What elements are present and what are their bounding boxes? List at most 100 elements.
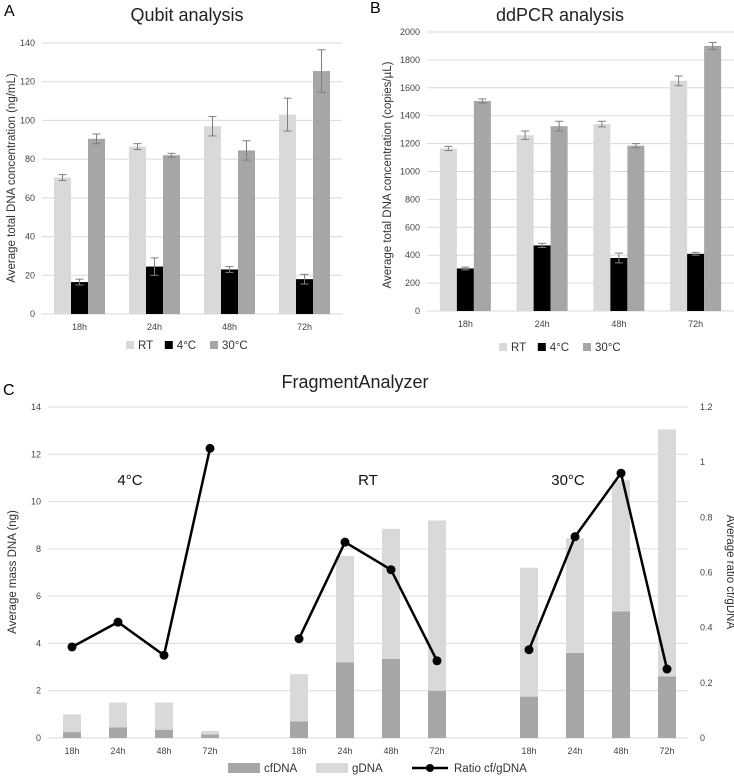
b-x-tick-label: 24h	[535, 319, 550, 329]
b-y-tick-label: 1000	[400, 167, 420, 177]
b-x-tick-label: 72h	[688, 319, 703, 329]
a-y-tick-label: 60	[25, 193, 35, 203]
b-y-tick-label: 200	[405, 278, 420, 288]
c-bar-gdna-RT-72h	[428, 520, 446, 691]
c-y-tick-label: 2	[36, 686, 41, 696]
a-bar-warm-48h	[238, 150, 255, 314]
c-bar-cfdna-30°C-72h	[658, 676, 676, 738]
c-y-tick-label: 14	[31, 402, 41, 412]
c-x-tick-label: 48h	[383, 746, 398, 756]
panel-c-fragmentanalyzer-chart: C FragmentAnalyzer Average mass DNA (ng)…	[3, 372, 734, 775]
b-x-tick-label: 48h	[611, 319, 626, 329]
c-bar-cfdna-RT-18h	[290, 721, 308, 738]
b-y-tick-label: 400	[405, 250, 420, 260]
c-group-label-RT: RT	[358, 472, 378, 489]
c-ratio-point-4°C	[67, 642, 77, 652]
b-legend-label-cold: 4°C	[550, 342, 569, 354]
c-y-tick-label: 6	[36, 591, 41, 601]
c-ratio-line-4°C	[71, 448, 212, 658]
b-bar-rt-48h	[593, 124, 611, 311]
c-x-tick-label: 72h	[202, 746, 217, 756]
panel-b-y-axis-label: Average total DNA concentration (copies/…	[382, 61, 394, 288]
b-y-tick-label: 0	[415, 306, 420, 316]
c-bar-cfdna-30°C-48h	[612, 611, 630, 738]
b-y-tick-label: 1200	[400, 139, 420, 149]
b-bar-cold-18h	[456, 268, 474, 311]
b-bar-warm-18h	[473, 101, 491, 312]
c-ratio-point-RT	[294, 634, 304, 644]
a-y-tick-label: 140	[20, 38, 35, 48]
c-bar-gdna-RT-18h	[290, 674, 308, 722]
c-y2-tick-label: 0.2	[700, 678, 713, 688]
c-bar-cfdna-30°C-24h	[566, 652, 584, 738]
c-group-label-30°C: 30°C	[551, 472, 585, 489]
c-y2-tick-label: 0.6	[700, 568, 713, 578]
b-bar-rt-72h	[670, 80, 688, 311]
a-bar-rt-48h	[204, 126, 221, 314]
c-ratio-point-4°C	[159, 650, 169, 660]
c-y2-tick-label: 1	[700, 457, 705, 467]
a-y-tick-label: 100	[20, 115, 35, 125]
c-bar-cfdna-RT-48h	[382, 658, 400, 738]
c-x-tick-label: 18h	[521, 746, 536, 756]
a-legend-swatch-warm	[210, 341, 218, 349]
c-legend-label-gdna: gDNA	[352, 763, 383, 775]
panel-a-y-axis-label: Average total DNA concentration (ng/mL)	[6, 73, 18, 283]
a-x-tick-label: 72h	[297, 322, 312, 332]
a-bar-cold-24h	[146, 266, 163, 314]
c-legend-label-ratio: Ratio cf/gDNA	[454, 763, 527, 775]
c-ratio-point-RT	[386, 565, 396, 575]
c-bar-cfdna-4°C-48h	[155, 729, 173, 738]
c-y2-tick-label: 0.4	[700, 623, 713, 633]
b-y-tick-label: 800	[405, 194, 420, 204]
a-bar-cold-18h	[71, 282, 88, 314]
b-bar-warm-24h	[550, 126, 568, 311]
c-bar-gdna-RT-24h	[336, 555, 354, 663]
b-legend-label-rt: RT	[511, 342, 526, 354]
c-x-tick-label: 24h	[567, 746, 582, 756]
c-y-tick-label: 8	[36, 544, 41, 554]
panel-b-title: ddPCR analysis	[496, 5, 624, 25]
panel-c-y2-axis-label: Average ratio cf/gDNA	[724, 515, 734, 630]
a-x-tick-label: 18h	[72, 322, 87, 332]
c-x-tick-label: 24h	[110, 746, 125, 756]
c-bar-gdna-30°C-48h	[612, 480, 630, 612]
b-legend-label-warm: 30°C	[595, 342, 621, 354]
c-ratio-line-RT	[297, 540, 439, 662]
b-y-tick-label: 2000	[400, 27, 420, 37]
a-y-tick-label: 0	[30, 309, 35, 319]
c-bar-gdna-RT-48h	[382, 528, 400, 659]
c-bar-cfdna-RT-72h	[428, 690, 446, 738]
b-y-tick-label: 600	[405, 222, 420, 232]
c-x-tick-label: 48h	[156, 746, 171, 756]
b-bar-warm-48h	[627, 145, 645, 311]
c-ratio-line-30°C	[527, 470, 669, 670]
c-ratio-point-RT	[432, 656, 442, 666]
a-x-tick-label: 24h	[147, 322, 162, 332]
c-bar-cfdna-4°C-18h	[63, 732, 81, 738]
panel-c-letter: C	[3, 382, 15, 399]
c-group-label-4°C: 4°C	[117, 472, 142, 489]
c-bar-gdna-4°C-72h	[201, 730, 219, 735]
a-y-tick-label: 80	[25, 154, 35, 164]
panel-a-letter: A	[4, 3, 15, 20]
c-ratio-point-4°C	[113, 617, 123, 627]
c-x-tick-label: 18h	[64, 746, 79, 756]
a-bar-rt-72h	[279, 114, 296, 314]
c-ratio-point-4°C	[205, 443, 215, 453]
panel-a-title: Qubit analysis	[130, 5, 243, 25]
b-legend-swatch-cold	[537, 343, 546, 351]
a-y-tick-label: 120	[20, 77, 35, 87]
c-ratio-point-30°C	[616, 468, 626, 478]
a-legend-label-cold: 4°C	[177, 340, 196, 352]
c-legend-label-cfdna: cfDNA	[264, 763, 298, 775]
b-bar-rt-24h	[516, 135, 534, 311]
a-legend-label-warm: 30°C	[222, 340, 248, 352]
c-bar-cfdna-RT-24h	[336, 662, 354, 738]
a-bar-warm-18h	[88, 138, 105, 314]
a-legend-label-rt: RT	[138, 340, 153, 352]
panel-a-qubit-chart: A Qubit analysis Average total DNA conce…	[4, 3, 342, 352]
a-legend-swatch-cold	[164, 341, 173, 349]
c-x-tick-label: 72h	[659, 746, 674, 756]
